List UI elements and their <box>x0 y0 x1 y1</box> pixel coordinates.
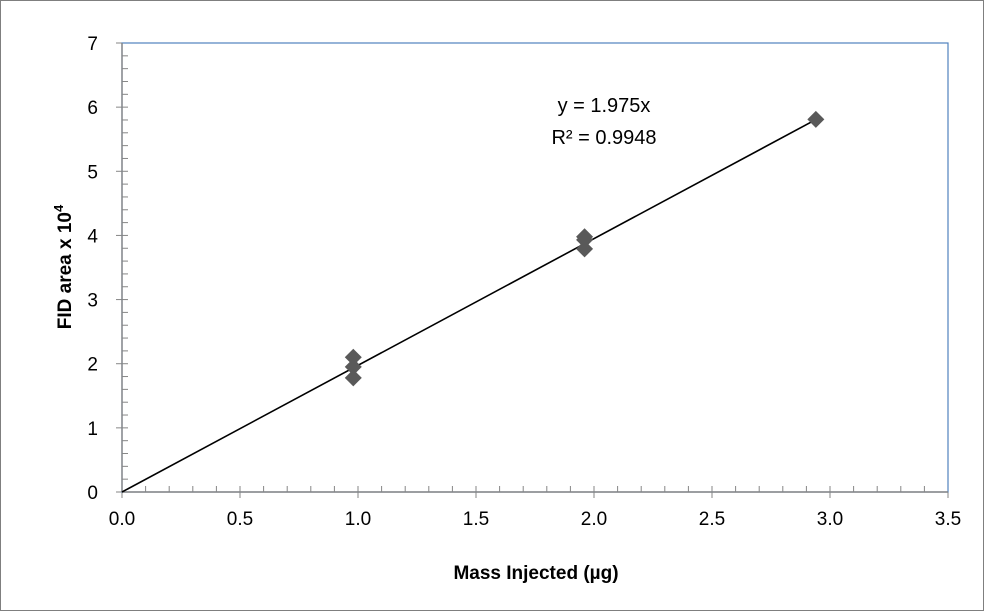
data-point <box>807 110 825 128</box>
data-point <box>344 369 362 387</box>
y-tick-label: 5 <box>87 162 98 183</box>
axes <box>121 42 949 493</box>
x-tick-label: 0.0 <box>109 509 135 530</box>
trendline <box>121 118 817 493</box>
data-point <box>576 240 594 258</box>
y-tick-label: 1 <box>87 419 98 440</box>
data-point <box>344 358 362 376</box>
y-tick-label: 6 <box>87 98 98 119</box>
x-tick-label: 1.0 <box>345 509 371 530</box>
y-tick-labels: 0 1 2 3 4 5 6 7 <box>87 34 98 504</box>
y-tick-label: 2 <box>87 355 98 376</box>
r-squared-label: R² = 0.9948 <box>551 127 656 149</box>
y-tick-label: 7 <box>87 34 98 55</box>
x-tick-label: 1.5 <box>463 509 489 530</box>
trendline-equation: y = 1.975x <box>558 95 651 117</box>
data-point <box>576 231 594 249</box>
x-tick-label: 0.5 <box>227 509 253 530</box>
trendline-layer <box>121 118 817 493</box>
data-point <box>344 348 362 366</box>
tick-marks <box>116 42 949 498</box>
y-tick-label: 0 <box>87 483 98 504</box>
x-tick-label: 3.0 <box>817 509 843 530</box>
x-tick-label: 2.5 <box>699 509 725 530</box>
y-tick-label: 4 <box>87 226 98 247</box>
data-points <box>344 110 825 387</box>
y-axis-title: FID area x 104 <box>51 204 76 329</box>
y-axis-title-superscript: 4 <box>51 204 66 212</box>
x-tick-label: 2.0 <box>581 509 607 530</box>
x-tick-label: 3.5 <box>935 509 961 530</box>
x-axis-title: Mass Injected (µg) <box>453 563 618 584</box>
y-axis-title-text: FID area x 10 <box>55 212 76 329</box>
y-tick-label: 3 <box>87 291 98 312</box>
x-tick-labels: 0.0 0.5 1.0 1.5 2.0 2.5 3.0 3.5 <box>109 509 961 530</box>
